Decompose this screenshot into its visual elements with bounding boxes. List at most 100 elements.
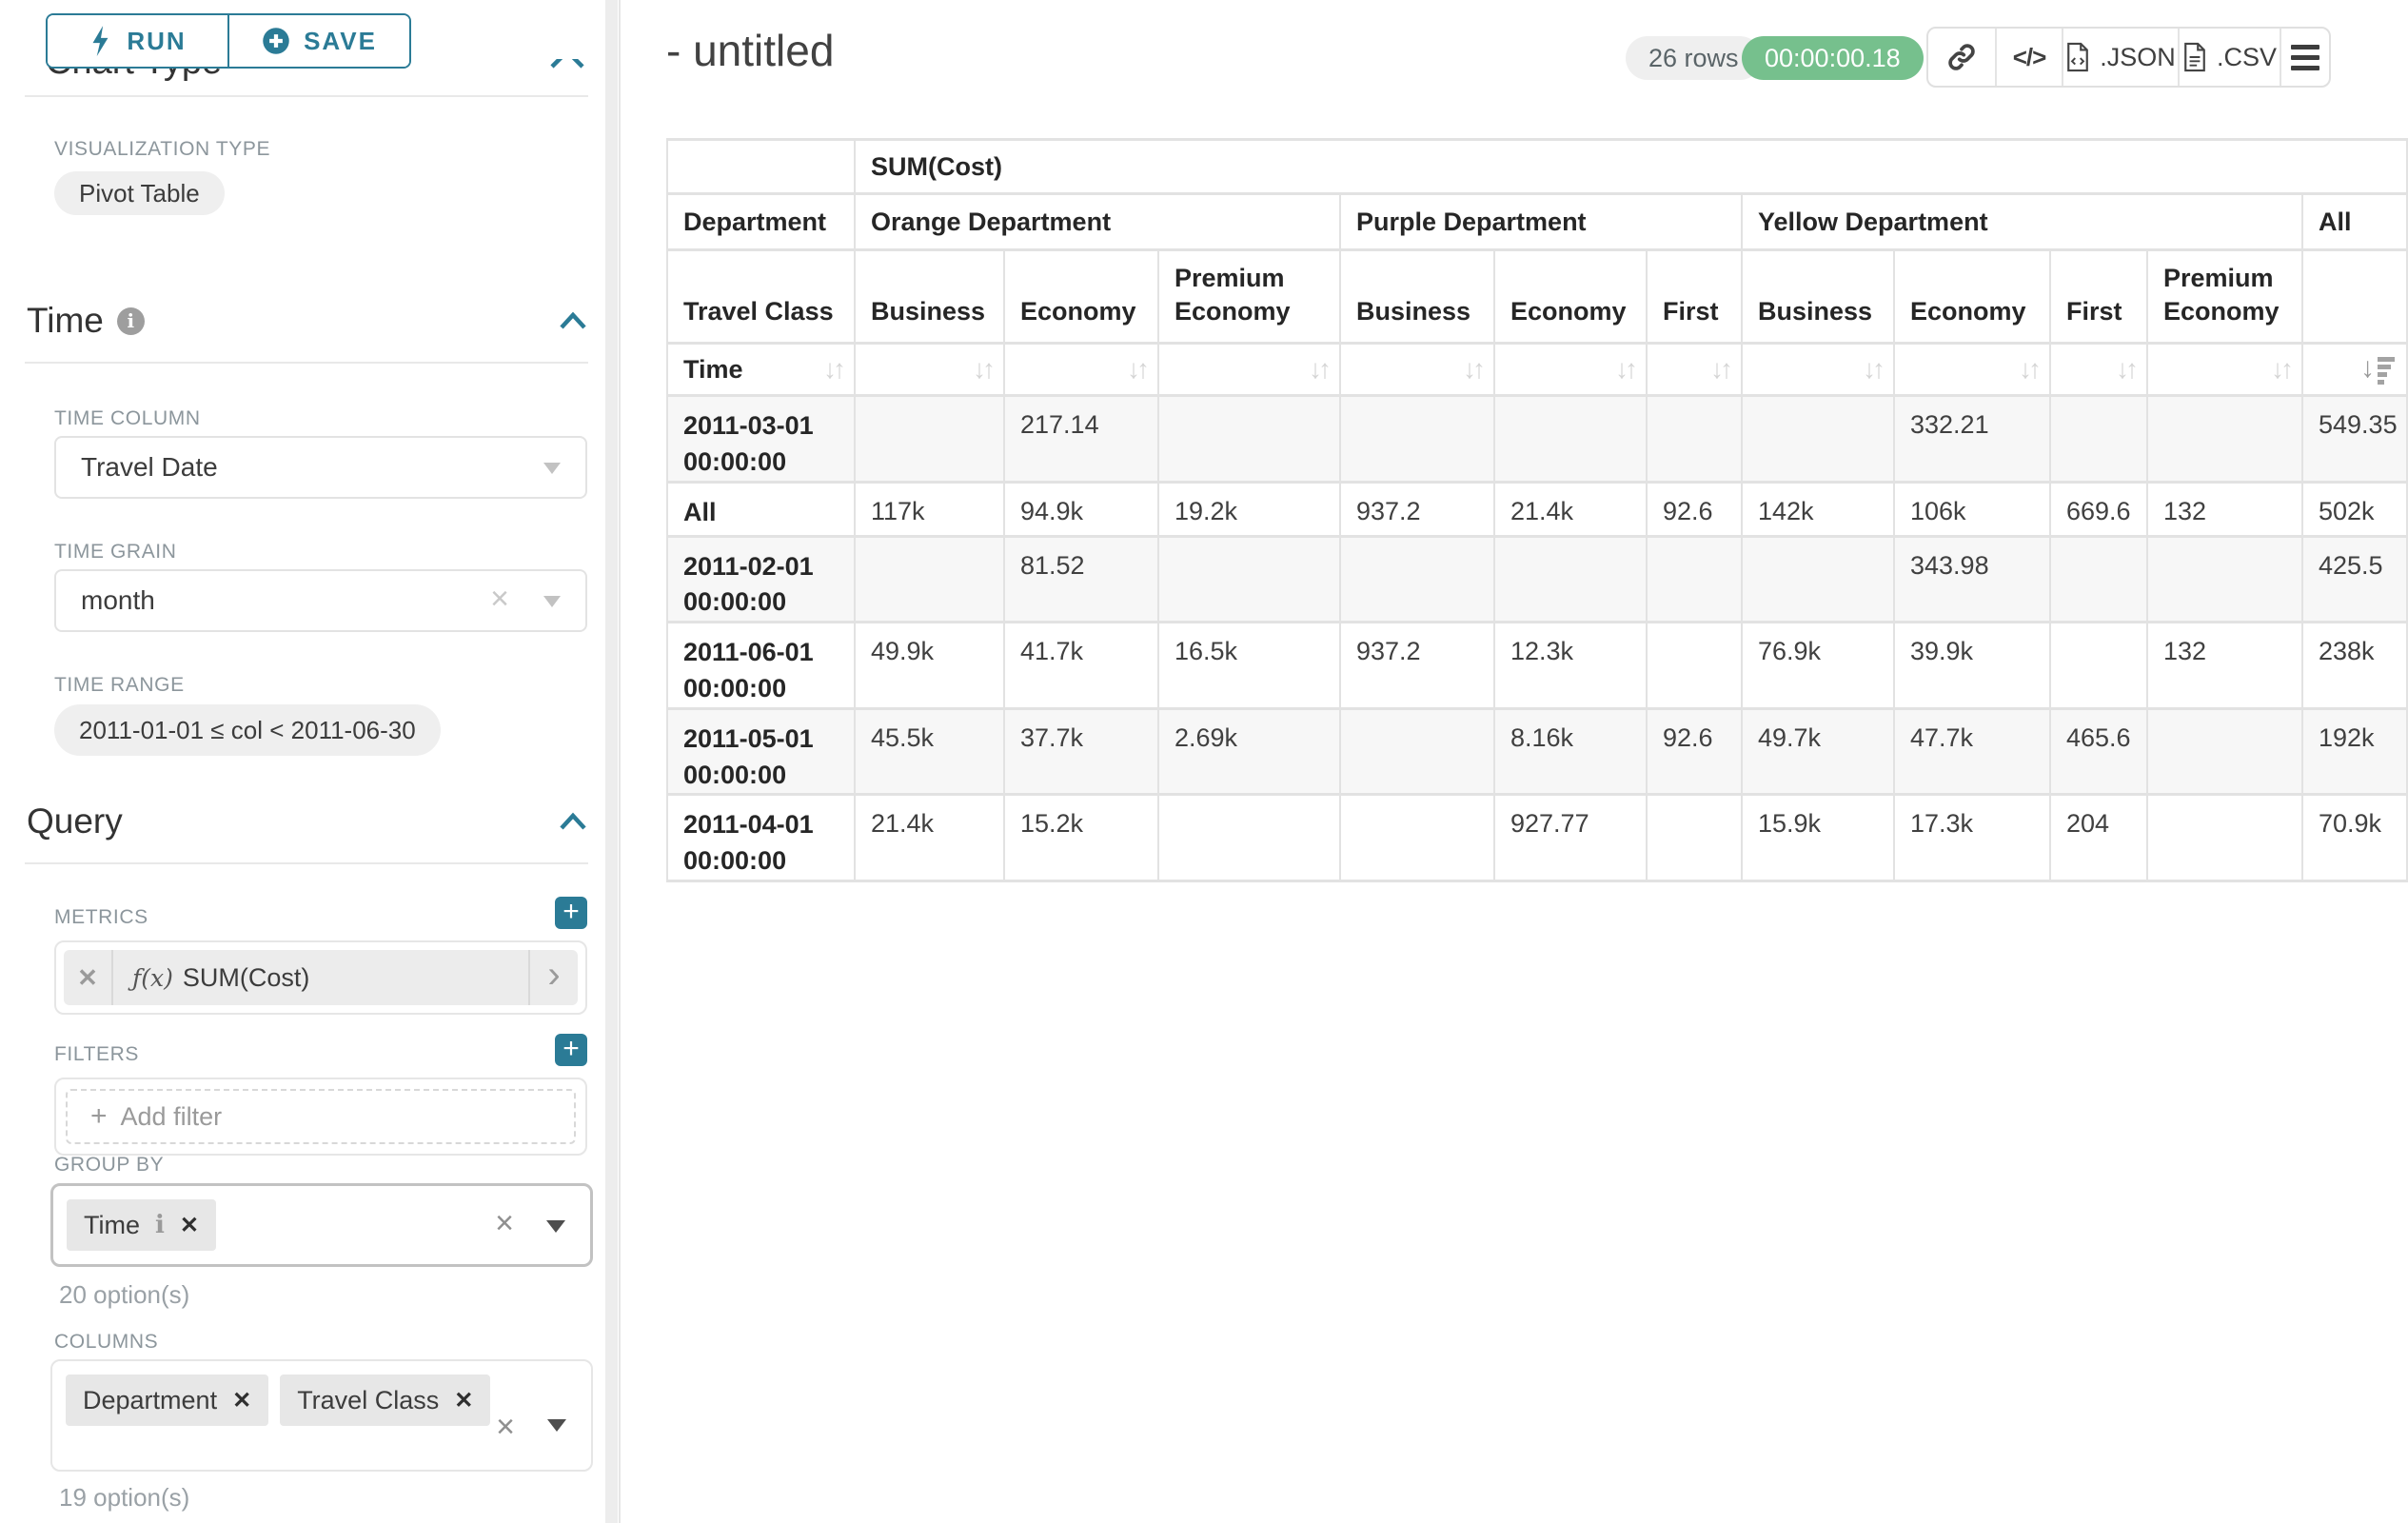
pivot-value-cell: 12.3k bbox=[1493, 621, 1648, 710]
pivot-value-cell bbox=[1646, 534, 1743, 624]
group-by-select[interactable]: Time i ✕ × bbox=[50, 1183, 593, 1267]
pivot-value-cell: 332.21 bbox=[1893, 394, 2051, 484]
remove-chip-icon[interactable]: ✕ bbox=[454, 1387, 474, 1414]
hamburger-icon bbox=[2291, 44, 2319, 70]
pivot-value-cell: 49.9k bbox=[854, 621, 1005, 710]
pivot-corner-cell bbox=[666, 138, 856, 195]
chevron-down-icon[interactable] bbox=[547, 1419, 566, 1433]
pivot-travel-class-header: Economy bbox=[1003, 248, 1159, 345]
columns-chip-travel-class[interactable]: Travel Class ✕ bbox=[280, 1375, 491, 1426]
columns-chip-department[interactable]: Department ✕ bbox=[66, 1375, 269, 1426]
pivot-value-cell bbox=[854, 534, 1005, 624]
share-link-button[interactable] bbox=[1928, 29, 1995, 86]
menu-button[interactable] bbox=[2280, 29, 2329, 86]
plus-icon: + bbox=[90, 1100, 108, 1132]
chart-title[interactable]: - untitled bbox=[666, 26, 835, 75]
pivot-sort-cell: ↓↑ bbox=[1157, 342, 1341, 397]
pivot-value-cell: 81.52 bbox=[1003, 534, 1159, 624]
run-button[interactable]: RUN bbox=[48, 15, 229, 67]
chart-type-collapse-icon[interactable] bbox=[546, 59, 588, 70]
pivot-value-cell bbox=[1646, 621, 1743, 710]
add-filter-plus-button[interactable]: + bbox=[555, 1034, 587, 1066]
pivot-column-axis2-label: Travel Class bbox=[666, 248, 856, 345]
pivot-value-cell: 19.2k bbox=[1157, 480, 1341, 538]
chevron-down-icon[interactable] bbox=[546, 1220, 565, 1233]
metric-pill[interactable]: ✕ ƒ(x) SUM(Cost) › bbox=[64, 950, 578, 1005]
pivot-travel-class-header: Premium Economy bbox=[2146, 248, 2303, 345]
groupby-chip-time[interactable]: Time i ✕ bbox=[67, 1199, 216, 1251]
add-metric-button[interactable]: + bbox=[555, 897, 587, 929]
save-button[interactable]: SAVE bbox=[229, 15, 409, 67]
view-query-button[interactable]: </> bbox=[1995, 29, 2062, 86]
control-panel-sidebar: Chart Type RUN SAVE VISUALIZATION TYPE P… bbox=[0, 0, 621, 1523]
remove-chip-icon[interactable]: ✕ bbox=[179, 1212, 199, 1238]
remove-metric-icon[interactable]: ✕ bbox=[64, 950, 113, 1005]
sort-toggle-icon[interactable]: ↓↑ bbox=[823, 354, 846, 384]
sort-toggle-icon[interactable]: ↓↑ bbox=[2116, 354, 2139, 384]
chevron-up-icon[interactable] bbox=[558, 310, 588, 331]
pivot-sort-cell: ↓↑ bbox=[854, 342, 1005, 397]
json-file-icon bbox=[2067, 42, 2089, 72]
sort-toggle-icon[interactable]: ↓↑ bbox=[973, 354, 996, 384]
pivot-sort-cell: ↓↑ bbox=[1493, 342, 1648, 397]
pivot-value-cell bbox=[1741, 394, 1895, 484]
sort-desc-icon[interactable]: ↓ bbox=[2360, 354, 2395, 385]
sort-toggle-icon[interactable]: ↓↑ bbox=[2019, 354, 2042, 384]
pivot-value-cell: 132 bbox=[2146, 480, 2303, 538]
add-filter-button[interactable]: + Add filter bbox=[66, 1089, 576, 1144]
pivot-value-cell: 937.2 bbox=[1339, 621, 1495, 710]
pivot-row-header: All bbox=[666, 480, 856, 538]
export-json-button[interactable]: .JSON bbox=[2062, 29, 2178, 86]
run-save-button-group: RUN SAVE bbox=[46, 13, 411, 69]
sort-toggle-icon[interactable]: ↓↑ bbox=[1463, 354, 1486, 384]
query-section-header[interactable]: Query bbox=[27, 801, 588, 841]
export-csv-button[interactable]: .CSV bbox=[2178, 29, 2280, 86]
time-section-title: Time bbox=[27, 301, 104, 340]
function-icon: ƒ(x) bbox=[132, 963, 173, 992]
sort-toggle-icon[interactable]: ↓↑ bbox=[1127, 354, 1150, 384]
pivot-value-cell: 142k bbox=[1741, 480, 1895, 538]
pivot-value-cell: 15.9k bbox=[1741, 793, 1895, 882]
chevron-down-icon bbox=[543, 596, 561, 607]
info-icon[interactable]: i bbox=[155, 1211, 165, 1239]
sort-toggle-icon[interactable]: ↓↑ bbox=[1863, 354, 1885, 384]
sort-toggle-icon[interactable]: ↓↑ bbox=[1615, 354, 1638, 384]
pivot-value-cell: 17.3k bbox=[1893, 793, 2051, 882]
time-column-select[interactable]: Travel Date bbox=[54, 436, 587, 499]
pivot-sort-cell: ↓↑ bbox=[1339, 342, 1495, 397]
pivot-table-container: SUM(Cost) Department Orange Department Purp… bbox=[666, 138, 2408, 882]
clear-icon[interactable]: × bbox=[496, 1408, 515, 1445]
metrics-label: METRICS bbox=[54, 906, 148, 928]
pivot-value-cell bbox=[854, 394, 1005, 484]
pivot-value-cell: 106k bbox=[1893, 480, 2051, 538]
sidebar-scrollbar[interactable] bbox=[605, 0, 618, 1523]
pivot-column-group-header: Purple Department bbox=[1339, 192, 1743, 251]
viz-type-chip[interactable]: Pivot Table bbox=[54, 171, 225, 215]
time-range-chip[interactable]: 2011-01-01 ≤ col < 2011-06-30 bbox=[54, 704, 441, 756]
clear-icon[interactable]: × bbox=[495, 1204, 514, 1241]
clear-icon[interactable]: × bbox=[490, 580, 509, 617]
sort-toggle-icon[interactable]: ↓↑ bbox=[1710, 354, 1733, 384]
pivot-sort-cell: ↓↑ bbox=[2146, 342, 2303, 397]
time-range-label: TIME RANGE bbox=[54, 674, 185, 696]
pivot-travel-class-header: Business bbox=[854, 248, 1005, 345]
sort-toggle-icon[interactable]: ↓↑ bbox=[1309, 354, 1332, 384]
pivot-value-cell: 927.77 bbox=[1493, 793, 1648, 882]
time-section-header[interactable]: Time i bbox=[27, 301, 588, 341]
columns-options-count: 19 option(s) bbox=[59, 1483, 190, 1512]
lightning-icon bbox=[92, 26, 109, 56]
chevron-up-icon[interactable] bbox=[558, 811, 588, 832]
pivot-value-cell: 92.6 bbox=[1646, 706, 1743, 797]
pivot-row-header: 2011-03-01 00:00:00 bbox=[666, 394, 856, 484]
info-icon[interactable]: i bbox=[116, 307, 145, 335]
pivot-value-cell: 117k bbox=[854, 480, 1005, 538]
columns-select[interactable]: Department ✕ Travel Class ✕ × bbox=[50, 1359, 593, 1472]
row-count-label: 26 rows bbox=[1648, 43, 1739, 72]
expand-metric-icon[interactable]: › bbox=[528, 950, 578, 1005]
time-grain-select[interactable]: month × bbox=[54, 569, 587, 632]
pivot-value-cell: 21.4k bbox=[1493, 480, 1648, 538]
pivot-value-cell: 45.5k bbox=[854, 706, 1005, 797]
pivot-value-cell bbox=[2049, 534, 2148, 624]
sort-toggle-icon[interactable]: ↓↑ bbox=[2271, 354, 2294, 384]
remove-chip-icon[interactable]: ✕ bbox=[232, 1387, 252, 1414]
